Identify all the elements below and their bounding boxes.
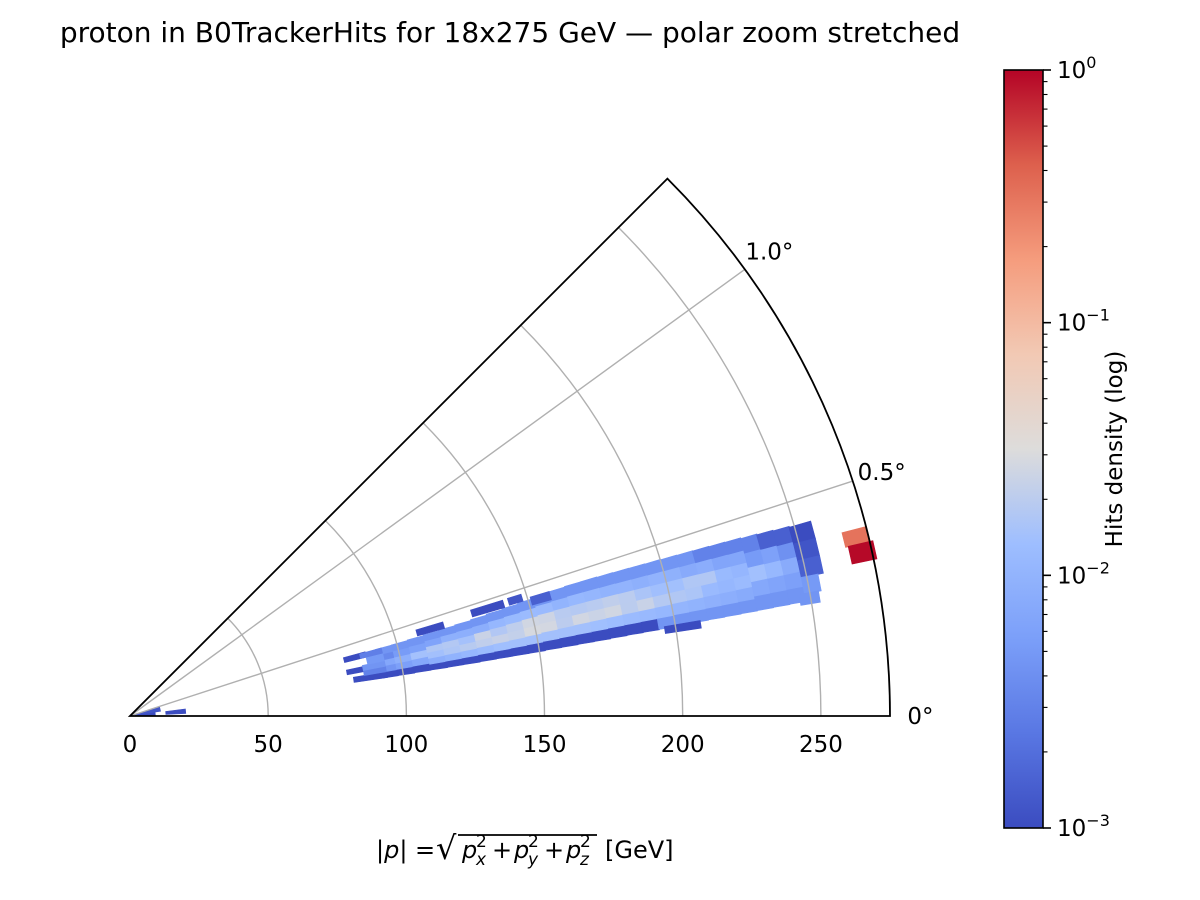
- heatmap-cell: [740, 533, 762, 554]
- math-term-sup: 2: [476, 832, 487, 852]
- polar-wedge-outline: [127, 177, 891, 717]
- grid-arc: [618, 227, 822, 717]
- theta-tick-label: 0°: [907, 704, 933, 730]
- heatmap-cell: [506, 593, 524, 606]
- hotspot-cell: [847, 540, 878, 565]
- heatmap-cell: [165, 708, 187, 715]
- r-tick-label: 50: [254, 732, 283, 758]
- math-plus: +: [544, 836, 564, 864]
- heatmap-cell: [579, 576, 601, 593]
- r-tick-label: 200: [661, 732, 705, 758]
- colorbar-tick-label: 10−2: [1057, 558, 1110, 589]
- theta-tick-labels: 0° 0.5° 1.0°: [745, 239, 933, 730]
- r-tick-labels: 0 50 100 150 200 250: [123, 732, 843, 758]
- colorbar-tick-label: 10−1: [1057, 306, 1110, 337]
- colorbar-outline: [1003, 69, 1044, 829]
- heatmap-cell: [470, 599, 506, 618]
- grid-arc: [227, 617, 269, 717]
- theta-tick-label: 1.0°: [745, 239, 793, 265]
- math-term-sub: x: [475, 850, 487, 870]
- math-term-sup: 2: [528, 832, 539, 852]
- colorbar-tick-label: 10−3: [1057, 811, 1110, 842]
- heatmap-cell: [627, 563, 649, 580]
- xaxis-math-label: |p| = √ px2 + py2 + pz2 [GeV]: [376, 829, 674, 870]
- heatmap-cell: [359, 647, 383, 659]
- math-plus: +: [492, 836, 512, 864]
- grid-arc: [324, 520, 408, 717]
- heatmap-cell: [707, 541, 729, 560]
- r-tick-label: 0: [123, 732, 138, 758]
- math-term-sub: z: [579, 850, 590, 870]
- math-radical: √: [436, 829, 457, 867]
- polar-grid: [129, 227, 854, 717]
- wedge-boundary: [127, 177, 891, 717]
- figure-title: proton in B0TrackerHits for 18x275 GeV —…: [60, 16, 960, 49]
- r-tick-label: 150: [523, 732, 567, 758]
- heatmap-cell: [772, 525, 794, 547]
- heatmap-cell: [691, 545, 713, 564]
- colorbar: 100 10−1 10−2 10−3: [1003, 53, 1110, 842]
- heatmap-cell: [415, 621, 446, 637]
- grid-radial-line: [129, 480, 854, 717]
- math-term-base: p: [513, 836, 529, 864]
- theta-tick-label: 0.5°: [858, 460, 906, 486]
- heatmap-cell: [675, 550, 697, 568]
- r-tick-label: 250: [799, 732, 843, 758]
- heatmap-cell: [756, 529, 778, 550]
- heatmap-cell: [798, 590, 821, 606]
- heatmap-cell: [723, 537, 745, 555]
- grid-radial-line: [129, 268, 746, 717]
- heatmap-cell: [529, 591, 552, 606]
- colorbar-gradient: [1004, 70, 1043, 828]
- heatmap-layer: [134, 520, 878, 717]
- grid-arc: [520, 324, 684, 717]
- math-term-sub: y: [527, 850, 539, 870]
- math-unit: [GeV]: [605, 836, 674, 864]
- math-lhs: |p| =: [376, 836, 435, 864]
- colorbar-tick-label: 100: [1057, 53, 1096, 84]
- math-term-sup: 2: [580, 832, 591, 852]
- math-term-base: p: [461, 836, 477, 864]
- r-tick-label: 100: [384, 732, 428, 758]
- colorbar-label: Hits density (log): [1102, 351, 1128, 548]
- grid-arc: [422, 422, 546, 717]
- math-term-base: p: [565, 836, 581, 864]
- heatmap-cell: [663, 620, 702, 634]
